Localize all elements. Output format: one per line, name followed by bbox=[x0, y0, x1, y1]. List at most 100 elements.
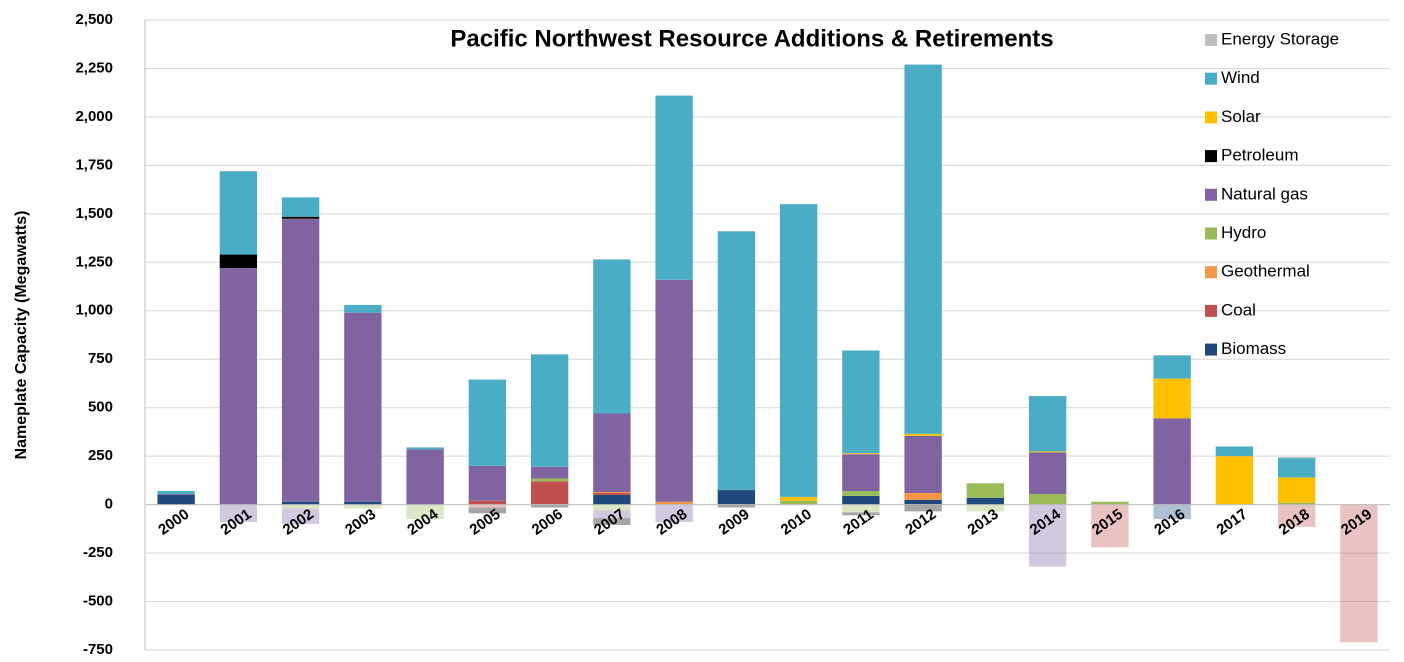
y-tick-label: 2,000 bbox=[75, 108, 113, 125]
bar-segment bbox=[468, 500, 507, 505]
y-tick-label: 2,250 bbox=[75, 59, 113, 76]
retirement-segment bbox=[344, 504, 382, 509]
retirement-segment bbox=[593, 504, 631, 511]
legend-swatch bbox=[1205, 72, 1217, 85]
bar-segment bbox=[593, 492, 631, 493]
bar-segment bbox=[655, 279, 693, 502]
bar-segment bbox=[219, 171, 258, 255]
bar-segment bbox=[904, 433, 942, 436]
retirement-segment bbox=[904, 504, 942, 512]
retirement-segment bbox=[281, 508, 320, 524]
y-tick-label: 1,500 bbox=[75, 205, 113, 222]
retirement-segment bbox=[655, 504, 693, 523]
bar-segment bbox=[1215, 446, 1254, 457]
bar-segment bbox=[219, 268, 258, 505]
bar-segment bbox=[1028, 452, 1067, 494]
retirement-segment bbox=[1153, 504, 1191, 520]
y-tick-label: 1,750 bbox=[75, 156, 113, 173]
bar-segment bbox=[593, 259, 631, 414]
bar-segment bbox=[281, 501, 320, 505]
retirement-segment bbox=[1028, 504, 1067, 567]
bar-segment bbox=[842, 495, 880, 505]
bar-segment bbox=[1091, 501, 1129, 505]
retirement-segment bbox=[1091, 504, 1129, 548]
retirement-segment bbox=[1277, 504, 1316, 527]
bar-segment bbox=[966, 497, 1005, 505]
bar-segment bbox=[281, 218, 320, 502]
bar-segment bbox=[281, 216, 320, 219]
x-tick-label: 2009 bbox=[716, 506, 753, 539]
retirement-segment bbox=[406, 504, 444, 520]
y-tick-label: -500 bbox=[83, 593, 113, 610]
bar-segment bbox=[842, 350, 880, 454]
legend-swatch bbox=[1205, 150, 1217, 163]
bar-segment bbox=[655, 95, 693, 280]
retirement-segment bbox=[593, 510, 631, 519]
legend-label: Hydro bbox=[1221, 223, 1266, 242]
y-tick-label: 750 bbox=[88, 350, 113, 367]
retirement-segment bbox=[530, 504, 569, 508]
bar-segment bbox=[1028, 396, 1067, 452]
chart-title: Pacific Northwest Resource Additions & R… bbox=[450, 25, 1053, 52]
bar-segment bbox=[1277, 502, 1316, 505]
y-tick-label: 500 bbox=[88, 399, 113, 416]
retirement-segment bbox=[219, 504, 258, 523]
retirement-segment bbox=[842, 512, 880, 516]
y-tick-label: 2,500 bbox=[75, 11, 113, 28]
legend-swatch bbox=[1205, 343, 1217, 356]
bar-segment bbox=[779, 204, 818, 497]
bar-segment bbox=[157, 491, 195, 494]
bar-segment bbox=[593, 494, 631, 505]
bar-segment bbox=[904, 499, 942, 505]
legend-swatch bbox=[1205, 227, 1217, 240]
legend-swatch bbox=[1205, 304, 1217, 317]
x-tick-label: 2017 bbox=[1214, 506, 1251, 539]
x-tick-label: 2000 bbox=[155, 506, 192, 539]
y-tick-label: -750 bbox=[83, 641, 113, 658]
legend-swatch bbox=[1205, 266, 1217, 279]
bar-segment bbox=[468, 379, 507, 466]
legend-label: Coal bbox=[1221, 300, 1256, 319]
legend-label: Energy Storage bbox=[1221, 29, 1339, 48]
retirement-segment bbox=[966, 504, 1005, 512]
legend-label: Wind bbox=[1221, 68, 1260, 87]
retirement-segment bbox=[281, 504, 320, 509]
retirement-segment bbox=[1340, 504, 1378, 643]
bar-segment bbox=[842, 491, 880, 496]
bar-segment bbox=[1028, 451, 1067, 453]
x-tick-label: 2006 bbox=[529, 506, 566, 539]
legend-swatch bbox=[1205, 111, 1217, 124]
y-tick-label: 250 bbox=[88, 447, 113, 464]
bar-segment bbox=[468, 465, 507, 501]
legend-label: Petroleum bbox=[1221, 146, 1298, 165]
legend-label: Solar bbox=[1221, 107, 1261, 126]
x-tick-label: 2010 bbox=[778, 506, 815, 539]
retirement-segment bbox=[593, 518, 631, 525]
bar-segment bbox=[842, 454, 880, 492]
bar-segment bbox=[717, 490, 756, 505]
bar-segment bbox=[717, 231, 756, 491]
x-tick-label: 2003 bbox=[342, 506, 379, 539]
bar-segment bbox=[904, 435, 942, 493]
y-tick-label: 0 bbox=[105, 496, 113, 513]
retirement-segment bbox=[468, 504, 507, 508]
bar-segment bbox=[530, 478, 569, 482]
bar-segment bbox=[157, 494, 195, 505]
bar-segment bbox=[779, 500, 818, 505]
bar-segment bbox=[1277, 457, 1316, 459]
bar-segment bbox=[1277, 458, 1316, 478]
bar-segment bbox=[406, 447, 444, 450]
bar-segment bbox=[281, 197, 320, 217]
bar-segment bbox=[157, 493, 195, 495]
bar-segment bbox=[1153, 355, 1191, 379]
bar-segment bbox=[593, 413, 631, 493]
bar-segment bbox=[530, 481, 569, 505]
bar-segment bbox=[1153, 418, 1191, 505]
retirement-segment bbox=[468, 507, 507, 514]
bar-segment bbox=[593, 492, 631, 495]
retirement-segment bbox=[717, 504, 756, 508]
legend-label: Biomass bbox=[1221, 339, 1286, 358]
bar-segment bbox=[344, 312, 382, 502]
bar-segment bbox=[219, 254, 258, 269]
